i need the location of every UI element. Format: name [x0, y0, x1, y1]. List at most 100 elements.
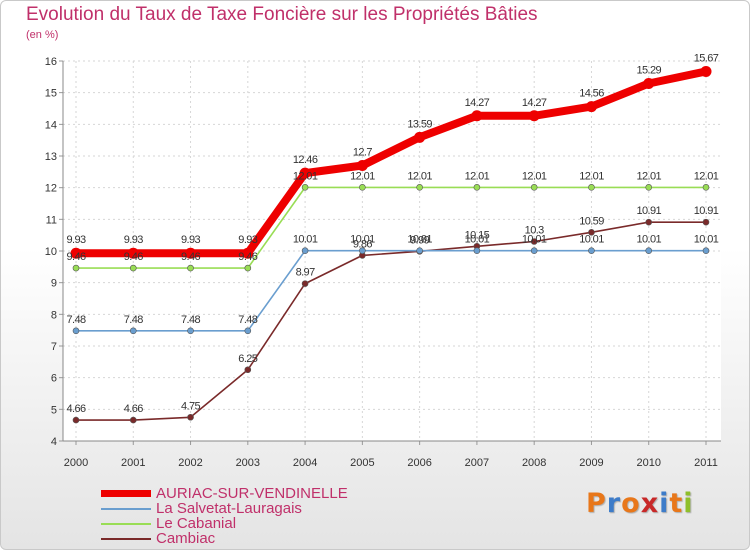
- data-label: 9.46: [238, 251, 257, 263]
- data-point: [244, 366, 252, 374]
- series-line: [76, 249, 706, 332]
- x-tick-label: 2001: [121, 457, 145, 469]
- data-point: [301, 184, 309, 191]
- data-label: 9.46: [124, 251, 143, 263]
- data-point: [72, 264, 80, 272]
- series-line: [76, 186, 706, 269]
- data-label: 6.25: [238, 353, 257, 365]
- data-point: [359, 184, 366, 191]
- data-label: 10.01: [522, 234, 547, 246]
- data-label: 7.48: [181, 314, 200, 326]
- data-label: 4.66: [66, 403, 85, 415]
- data-point: [301, 247, 309, 254]
- y-tick-label: 11: [46, 214, 57, 226]
- x-tick-label: 2009: [579, 457, 603, 469]
- data-label: 10.01: [636, 234, 661, 246]
- data-point: [473, 184, 481, 191]
- data-point: [72, 416, 80, 424]
- data-label: 9.93: [238, 234, 257, 246]
- x-tick-label: 2004: [293, 457, 317, 469]
- legend-label: Cambiac: [156, 530, 216, 547]
- data-point: [187, 264, 194, 272]
- y-tick-label: 9: [51, 278, 57, 290]
- data-label: 10.01: [579, 234, 604, 246]
- data-label: 12.01: [465, 170, 490, 182]
- data-point: [530, 184, 538, 191]
- data-label: 9.93: [181, 234, 200, 246]
- data-point: [702, 247, 710, 254]
- data-label: 12.01: [293, 170, 318, 182]
- x-tick-label: 2006: [407, 457, 431, 469]
- data-point: [700, 65, 712, 77]
- data-label: 12.01: [636, 170, 661, 182]
- data-point: [244, 264, 252, 272]
- x-tick-label: 2003: [236, 457, 260, 469]
- y-tick-label: 14: [45, 119, 57, 131]
- data-label: 12.01: [694, 170, 719, 182]
- data-point: [528, 110, 540, 122]
- legend-swatch-cabanial: [101, 523, 151, 525]
- data-label: 12.01: [579, 170, 604, 182]
- data-label: 10.91: [636, 205, 661, 217]
- data-point: [702, 218, 710, 226]
- data-label: 15.67: [694, 52, 719, 64]
- legend-swatch-salvetat: [101, 508, 151, 510]
- data-point: [416, 184, 423, 191]
- legend-swatch-cambiac: [101, 538, 151, 540]
- data-label: 7.48: [238, 314, 257, 326]
- data-point: [301, 280, 309, 287]
- data-label: 9.46: [181, 251, 200, 263]
- y-tick-label: 13: [45, 151, 57, 163]
- data-point: [356, 160, 368, 171]
- data-point: [187, 327, 194, 335]
- data-point: [585, 101, 597, 113]
- data-label: 4.75: [181, 400, 200, 412]
- data-label: 10.3: [525, 225, 544, 237]
- unit-label: (en %): [26, 29, 59, 41]
- data-label: 10.01: [407, 234, 432, 246]
- logo-letter: t: [669, 488, 684, 519]
- data-point: [244, 327, 252, 335]
- y-tick-label: 7: [51, 341, 57, 353]
- data-point: [530, 247, 538, 254]
- data-point: [645, 218, 653, 226]
- legend-swatch-auriac: [101, 490, 151, 497]
- data-point: [187, 413, 194, 421]
- data-point: [129, 264, 137, 272]
- x-tick-label: 2011: [694, 457, 718, 469]
- y-tick-label: 12: [45, 183, 57, 195]
- data-label: 10.91: [694, 205, 719, 217]
- data-point: [242, 247, 254, 259]
- data-label: 12.01: [522, 170, 547, 182]
- data-label: 4.66: [124, 403, 143, 415]
- data-point: [645, 184, 653, 191]
- x-tick-label: 2007: [465, 457, 489, 469]
- y-tick-label: 4: [51, 436, 57, 448]
- proxiti-logo: Proxiti: [586, 488, 694, 519]
- data-point: [70, 247, 82, 259]
- x-tick-label: 2010: [636, 457, 660, 469]
- data-label: 9.93: [124, 234, 143, 246]
- data-label: 9.86: [353, 238, 372, 250]
- legend-label: La Salvetat-Lauragais: [156, 500, 302, 517]
- data-label: 7.48: [124, 314, 143, 326]
- data-point: [645, 247, 653, 254]
- data-point: [359, 247, 366, 254]
- data-point: [473, 247, 481, 254]
- data-point: [702, 184, 710, 191]
- data-point: [129, 327, 137, 335]
- logo-letter: i: [659, 488, 670, 519]
- y-tick-label: 16: [45, 56, 57, 68]
- logo-letter: r: [606, 488, 622, 519]
- chart-title: Evolution du Taux de Taxe Foncière sur l…: [26, 4, 538, 25]
- data-point: [299, 167, 311, 179]
- data-label: 15.29: [636, 64, 661, 76]
- data-label: 10.01: [694, 234, 719, 246]
- y-tick-label: 10: [45, 246, 57, 258]
- data-label: 10.01: [350, 234, 375, 246]
- series-line: [76, 221, 706, 421]
- data-label: 12.01: [407, 170, 432, 182]
- logo-letter: i: [683, 488, 694, 519]
- data-point: [588, 184, 595, 191]
